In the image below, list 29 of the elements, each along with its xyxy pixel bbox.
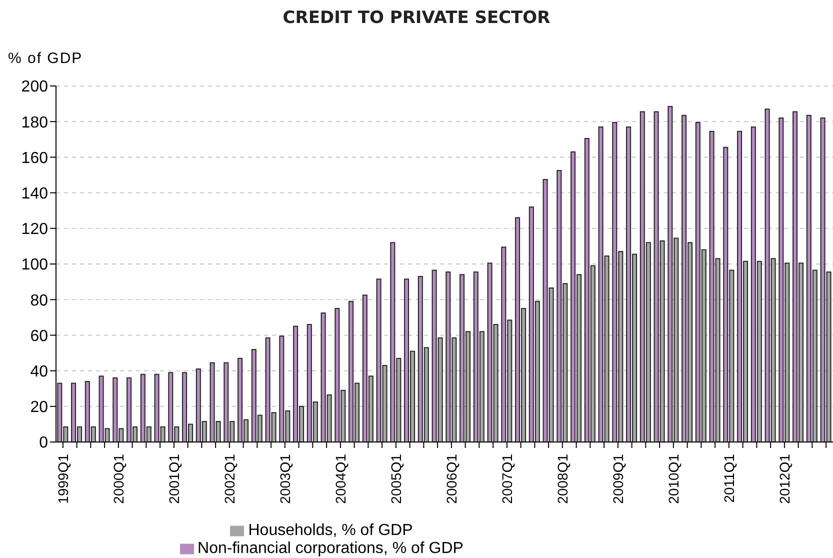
y-tick-label: 180 [21,114,48,132]
x-tick-label: 2002Q1 [221,454,238,504]
x-tick-label: 2005Q1 [388,454,404,504]
x-tick-label: 2000Q1 [110,454,126,504]
x-tick-label: 2009Q1 [610,454,626,504]
y-tick-label: 60 [30,328,48,345]
y-tick-label: 140 [21,185,48,202]
legend-label: Households, % of GDP [248,522,413,539]
x-tick-label: 2011Q1 [720,454,737,503]
x-tick-label: 2001Q1 [166,454,182,504]
y-tick-label: 0 [39,434,48,452]
y-tick-label: 40 [30,363,48,380]
y-tick-label: 100 [21,256,48,274]
x-tick-label: 2008Q1 [554,454,570,504]
x-tick-label: 2004Q1 [332,454,348,504]
y-tick-label: 200 [21,78,48,96]
y-tick-label: 20 [30,399,48,416]
x-tick-label: 1999Q1 [54,454,71,504]
x-tick-label: 2010Q1 [665,454,682,504]
x-tick-label: 2006Q1 [443,454,460,504]
y-tick-label: 80 [30,292,48,310]
legend-label: Non-financial corporations, % of GDP [198,540,464,557]
y-tick-label: 120 [21,221,48,238]
chart-title: CREDIT TO PRIVATE SECTOR [282,8,552,28]
x-tick-label: 2007Q1 [498,454,515,504]
y-axis-title: % of GDP [8,50,83,67]
y-tick-label: 160 [21,150,48,167]
x-tick-label: 2003Q1 [276,454,293,504]
x-tick-label: 2012Q1 [776,454,792,504]
